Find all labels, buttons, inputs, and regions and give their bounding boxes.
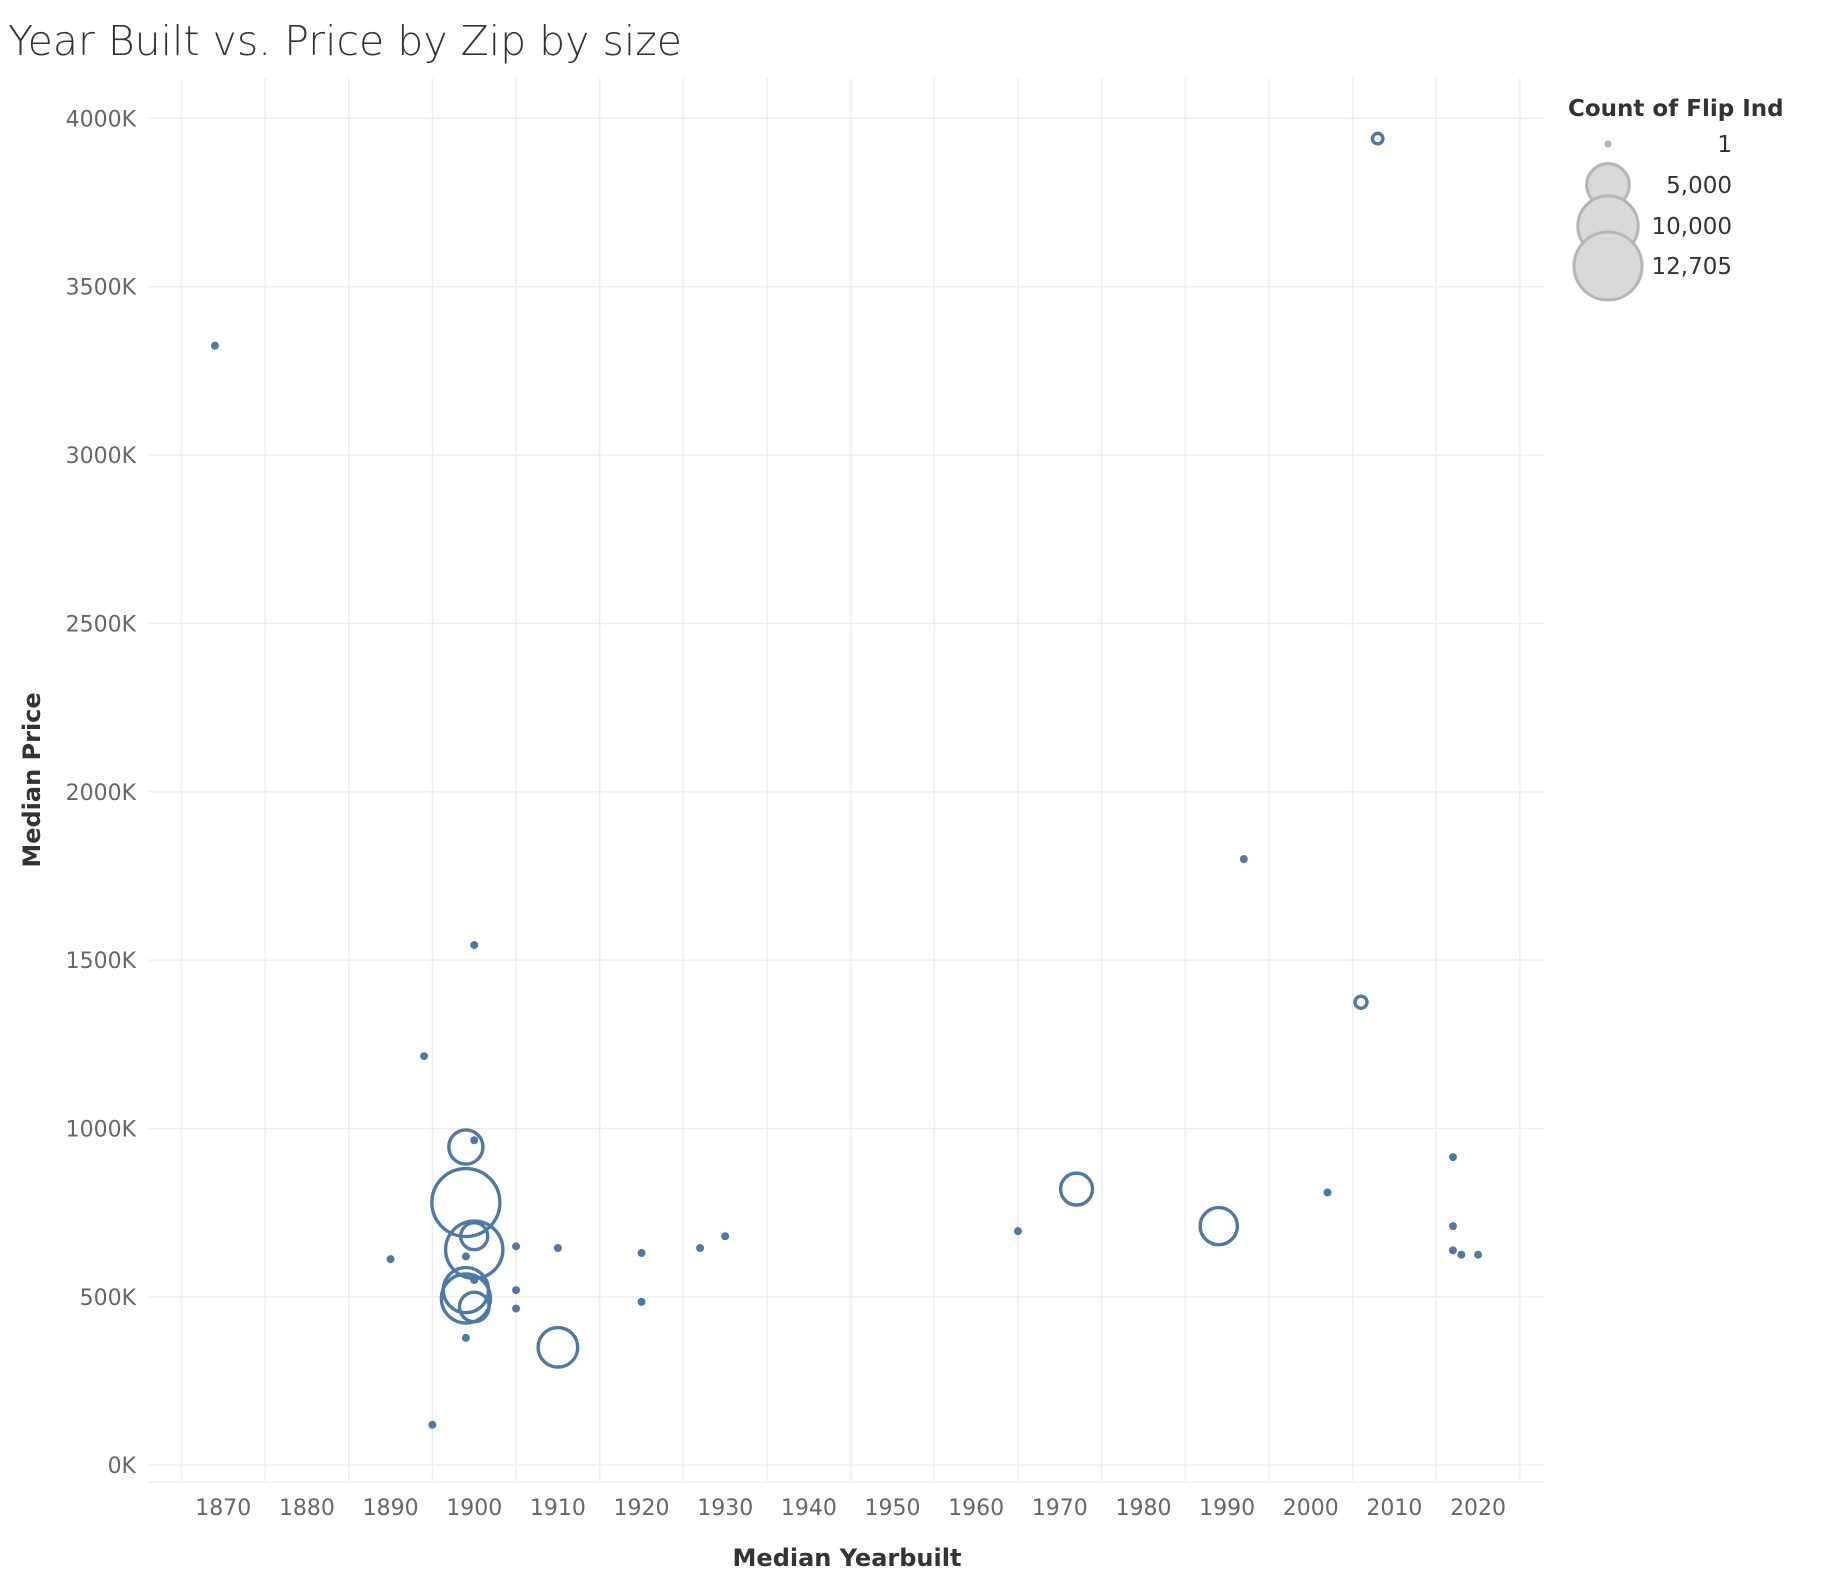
scatter-point[interactable] (1323, 1188, 1332, 1197)
scatter-point[interactable] (470, 940, 479, 949)
legend-size-marker (1572, 230, 1644, 302)
scatter-point[interactable] (1198, 1205, 1240, 1247)
y-tick-label: 2000K (66, 781, 137, 806)
y-tick-label: 0K (108, 1454, 137, 1479)
scatter-point[interactable] (447, 1128, 485, 1166)
scatter-point[interactable] (430, 1166, 502, 1239)
scatter-point[interactable] (461, 1333, 470, 1342)
scatter-point[interactable] (512, 1242, 521, 1251)
x-tick-label: 1980 (1115, 1496, 1171, 1521)
scatter-point[interactable] (1448, 1222, 1457, 1231)
scatter-point[interactable] (721, 1232, 730, 1241)
scatter-point[interactable] (439, 1272, 493, 1325)
x-tick-label: 1950 (865, 1496, 921, 1521)
legend-size-label: 12,705 (1652, 254, 1732, 280)
y-tick-label: 3000K (66, 444, 137, 469)
scatter-point[interactable] (1457, 1250, 1466, 1259)
scatter-point[interactable] (1474, 1250, 1483, 1259)
x-tick-label: 1970 (1032, 1496, 1088, 1521)
x-tick-label: 2020 (1450, 1496, 1506, 1521)
x-tick-label: 2000 (1283, 1496, 1339, 1521)
y-tick-label: 3500K (66, 276, 137, 301)
scatter-point[interactable] (637, 1249, 646, 1258)
scatter-point[interactable] (696, 1244, 705, 1252)
y-tick-label: 1500K (66, 949, 137, 974)
legend-title: Count of Flip Ind (1568, 96, 1784, 122)
x-axis-title: Median Yearbuilt (733, 1544, 962, 1572)
legend-items: 1 5,000 10,000 12,705 (1572, 132, 1732, 302)
scatter-point[interactable] (1013, 1227, 1022, 1236)
scatter-point[interactable] (512, 1304, 521, 1313)
scatter-point[interactable] (428, 1420, 437, 1429)
scatter-point[interactable] (457, 1290, 491, 1324)
x-tick-label: 1990 (1199, 1496, 1255, 1521)
legend-size-label: 5,000 (1666, 173, 1732, 199)
scatter-point[interactable] (553, 1244, 562, 1252)
legend-size-label: 1 (1717, 132, 1732, 158)
size-legend: Count of Flip Ind 1 5,000 10,000 12,705 (1568, 96, 1784, 302)
points-layer (210, 131, 1483, 1429)
scatter-point[interactable] (1353, 994, 1369, 1010)
y-axis-title: Median Price (18, 692, 46, 867)
x-tick-label: 1960 (948, 1496, 1004, 1521)
scatter-point[interactable] (1058, 1171, 1095, 1207)
x-tick-label: 1890 (363, 1496, 419, 1521)
y-tick-label: 500K (80, 1286, 137, 1311)
scatter-point[interactable] (1448, 1153, 1457, 1162)
scatter-point[interactable] (536, 1325, 580, 1369)
scatter-point[interactable] (637, 1297, 646, 1306)
tick-layer: 1870 1880 1890 1900 1910 1920 1930 1940 1950 1960… (66, 107, 1506, 1521)
x-tick-label: 1920 (614, 1496, 670, 1521)
scatter-point[interactable] (1370, 131, 1385, 146)
y-tick-label: 2500K (66, 612, 137, 637)
scatter-point[interactable] (386, 1255, 395, 1264)
scatter-point[interactable] (210, 341, 219, 350)
legend-size-marker (1604, 140, 1612, 148)
scatter-point[interactable] (420, 1052, 429, 1061)
scatter-point[interactable] (461, 1252, 470, 1261)
x-tick-label: 1880 (279, 1496, 335, 1521)
y-tick-label: 1000K (66, 1117, 137, 1142)
scatter-point[interactable] (470, 1136, 479, 1145)
scatter-point[interactable] (512, 1286, 521, 1295)
x-tick-label: 1930 (697, 1496, 753, 1521)
x-tick-label: 1940 (781, 1496, 837, 1521)
y-tick-label: 4000K (66, 107, 137, 132)
x-tick-label: 1870 (195, 1496, 251, 1521)
x-tick-label: 1910 (530, 1496, 586, 1521)
scatter-point[interactable] (1448, 1246, 1457, 1255)
x-tick-label: 2010 (1366, 1496, 1422, 1521)
grid-layer (148, 78, 1545, 1483)
x-tick-label: 1900 (446, 1496, 502, 1521)
legend-size-label: 10,000 (1652, 214, 1732, 240)
scatter-point[interactable] (1239, 855, 1248, 864)
chart-title: Year Built vs. Price by Zip by size (8, 17, 682, 65)
